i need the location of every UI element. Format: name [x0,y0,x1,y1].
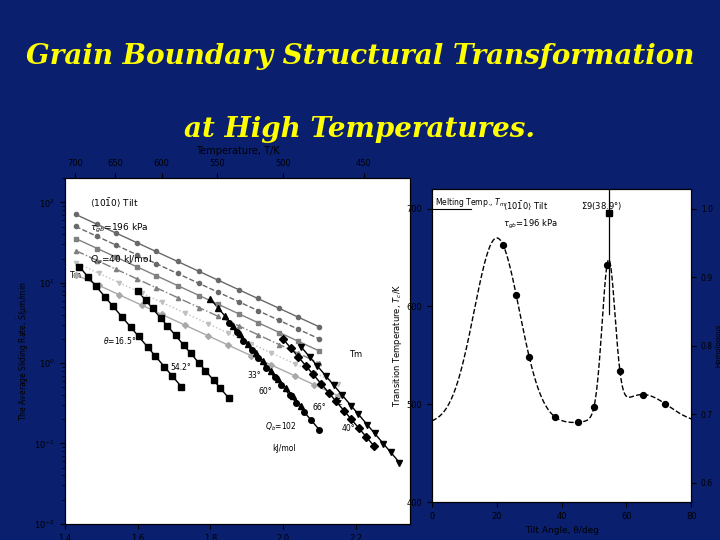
Text: Grain Boundary Structural Transformation: Grain Boundary Structural Transformation [26,43,694,70]
Point [498,241,509,249]
Text: 54.2°: 54.2° [171,363,192,372]
Text: $\langle 10\bar{1}0\rangle$ Tilt: $\langle 10\bar{1}0\rangle$ Tilt [503,199,549,212]
Text: Tm: Tm [348,350,361,359]
Y-axis label: The Average Sliding Rate, $\dot{S}$/μm/min: The Average Sliding Rate, $\dot{S}$/μm/m… [16,281,32,421]
Text: Melting Temp., $T_m$: Melting Temp., $T_m$ [435,195,506,208]
Text: 66°: 66° [312,403,326,411]
Point [588,402,600,411]
Point [614,367,626,375]
Text: Tc: Tc [334,398,342,407]
Text: 60°: 60° [258,387,271,396]
Text: $\langle 10\bar{1}0\rangle$ Tilt: $\langle 10\bar{1}0\rangle$ Tilt [90,196,139,209]
Point [660,400,671,408]
Point [523,353,535,361]
Text: $Q_a$=40 kJ/mol: $Q_a$=40 kJ/mol [90,253,152,266]
X-axis label: Tilt Angle, θ/deg: Tilt Angle, θ/deg [525,526,598,536]
Point [549,413,561,421]
Point [510,291,522,299]
Point [636,390,648,399]
X-axis label: Temperature, T/K: Temperature, T/K [196,146,279,156]
Text: $\tau_{gb}$=196 kPa: $\tau_{gb}$=196 kPa [503,218,558,231]
Y-axis label: Transition Temperature, $T_c$/K: Transition Temperature, $T_c$/K [391,284,404,407]
Text: $\theta$=16.5°: $\theta$=16.5° [103,335,136,346]
Text: at High Temperatures.: at High Temperatures. [184,116,536,143]
Text: $\tau_{gb}$=196 kPa: $\tau_{gb}$=196 kPa [90,221,149,235]
Text: Tm: Tm [70,272,81,280]
Text: $\Sigma$9(38.9°): $\Sigma$9(38.9°) [581,200,622,212]
Point [601,261,613,270]
Text: 33°: 33° [247,371,261,380]
Text: $Q_b$=102: $Q_b$=102 [265,420,297,433]
Point [572,418,583,427]
Text: kJ/mol: kJ/mol [272,444,296,453]
Text: 40°: 40° [342,423,356,433]
Y-axis label: Homologous
Temperature, T/T$_m$: Homologous Temperature, T/T$_m$ [716,312,720,380]
